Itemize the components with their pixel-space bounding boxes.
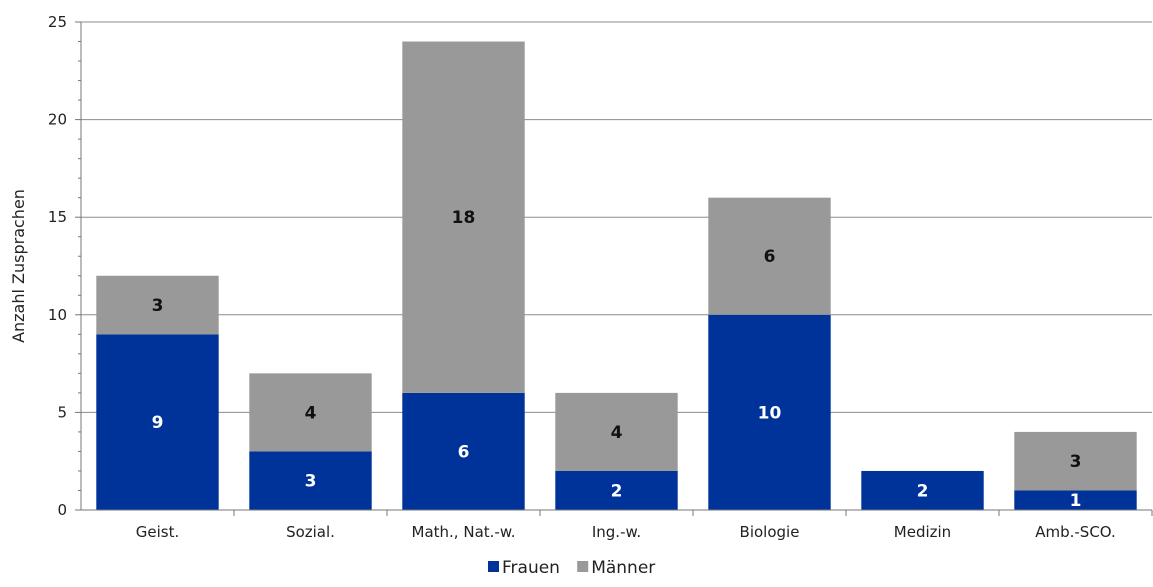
bar-segment [708, 314, 831, 510]
x-category-label: Math., Nat.-w. [412, 523, 516, 541]
data-label: 3 [152, 296, 164, 316]
bar-segment [555, 392, 678, 471]
data-label: 10 [758, 403, 782, 423]
y-axis-ticks: 0 5 10 15 20 25 [48, 13, 81, 519]
data-labels: 9 3 3 4 6 18 2 4 10 6 2 1 3 [152, 208, 1082, 511]
gridlines [81, 21, 1152, 413]
legend-swatch [488, 561, 499, 572]
x-category-label: Medizin [894, 523, 951, 541]
bars [96, 41, 1137, 510]
y-tick-label: 15 [48, 208, 67, 226]
data-label: 3 [1070, 452, 1082, 472]
data-label: 6 [458, 442, 470, 462]
y-tick-label: 0 [57, 501, 67, 519]
data-label: 4 [611, 423, 623, 443]
bar-segment [96, 275, 219, 335]
bar-segment [555, 470, 678, 510]
y-tick-label: 5 [57, 403, 67, 421]
bar-segment [402, 392, 525, 510]
x-axis-categories: Geist. Sozial. Math., Nat.-w. Ing.-w. Biolog… [136, 510, 1153, 541]
data-label: 2 [917, 481, 929, 501]
data-label: 2 [611, 481, 623, 501]
data-label: 18 [452, 208, 476, 228]
bar-segment [861, 470, 984, 510]
bar-segment [249, 373, 372, 452]
y-tick-label: 20 [48, 111, 67, 129]
y-tick-label: 10 [48, 306, 67, 324]
legend-label: Frauen [502, 558, 560, 578]
bar-segment [1014, 431, 1137, 491]
data-label: 3 [305, 472, 317, 492]
bar-segment [96, 334, 219, 510]
data-label: 1 [1070, 491, 1082, 511]
bar-segment [249, 451, 372, 510]
y-tick-label: 25 [48, 13, 67, 31]
data-label: 6 [764, 247, 776, 267]
x-category-label: Sozial. [286, 523, 335, 541]
legend-swatch [577, 561, 589, 572]
data-label: 9 [152, 413, 164, 433]
bar-segment [708, 197, 831, 315]
y-axis-label: Anzahl Zusprachen [9, 189, 28, 343]
legend: Frauen Männer [488, 558, 655, 578]
bar-segment [1014, 490, 1137, 510]
x-category-label: Biologie [740, 523, 800, 541]
legend-label: Männer [591, 558, 655, 578]
bar-segment [402, 41, 525, 393]
x-category-label: Amb.-SCO. [1035, 523, 1116, 541]
data-label: 4 [305, 403, 317, 423]
x-category-label: Geist. [136, 523, 179, 541]
x-category-label: Ing.-w. [592, 523, 641, 541]
